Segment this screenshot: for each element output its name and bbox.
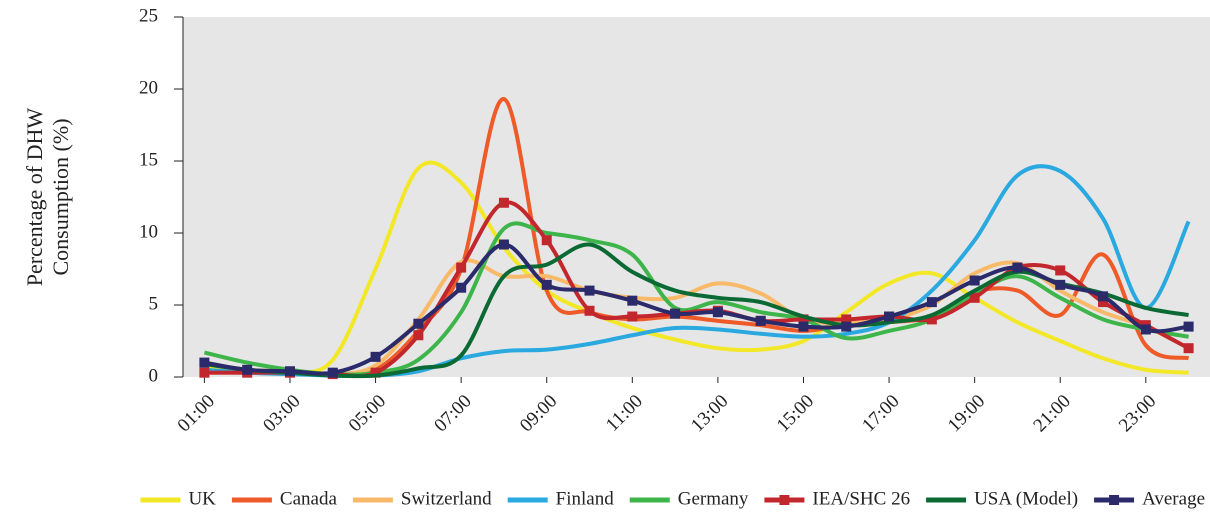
legend-label: Germany: [678, 488, 749, 509]
legend-label: IEA/SHC 26: [812, 488, 910, 509]
series-marker: [1012, 262, 1023, 273]
series-marker: [327, 367, 338, 378]
series-marker: [242, 364, 253, 375]
y-tick-label: 5: [149, 293, 159, 314]
x-tick-label: 23:00: [1115, 391, 1160, 436]
x-tick-label: 15:00: [773, 391, 818, 436]
legend-label: USA (Model): [974, 488, 1078, 509]
series-marker: [755, 315, 766, 326]
series-marker: [926, 297, 937, 308]
x-tick-label: 07:00: [430, 391, 475, 436]
y-tick-label: 20: [139, 77, 158, 98]
x-tick-label: 21:00: [1029, 391, 1074, 436]
series-marker: [712, 307, 723, 318]
x-tick-label: 19:00: [944, 391, 989, 436]
series-marker: [798, 314, 809, 325]
series-marker: [1098, 291, 1109, 302]
series-marker: [884, 311, 895, 322]
series-marker: [584, 285, 595, 296]
series-marker: [199, 357, 210, 368]
series-marker: [969, 292, 980, 303]
series-marker: [541, 235, 552, 246]
series-marker: [1140, 324, 1151, 335]
legend-label: UK: [188, 488, 216, 509]
series-marker: [370, 351, 381, 362]
series-marker: [456, 262, 467, 273]
y-tick-label: 0: [149, 365, 159, 386]
legend-label: Switzerland: [401, 488, 492, 509]
legend-marker: [1109, 495, 1120, 505]
series-marker: [456, 282, 467, 293]
series-marker: [413, 330, 424, 341]
x-tick-label: 05:00: [345, 391, 390, 436]
y-axis-title-line: Percentage of DHW: [22, 108, 47, 287]
series-marker: [1098, 297, 1109, 308]
series-marker: [798, 321, 809, 332]
x-tick-label: 13:00: [687, 391, 732, 436]
series-marker: [1055, 279, 1066, 290]
y-tick-label: 25: [139, 5, 158, 26]
series-marker: [841, 321, 852, 332]
series-marker: [627, 295, 638, 306]
series-marker: [370, 367, 381, 378]
series-line: [204, 160, 1189, 376]
series-marker: [199, 367, 210, 378]
series-marker: [1183, 321, 1194, 332]
series-marker: [670, 308, 681, 319]
plot-area: [183, 17, 1210, 377]
series-marker: [413, 318, 424, 329]
series-marker: [1183, 343, 1194, 354]
legend-label: Average: [1142, 488, 1205, 509]
series-marker: [926, 314, 937, 325]
series-marker: [627, 311, 638, 322]
series-marker: [284, 366, 295, 377]
legend-label: Canada: [280, 488, 338, 509]
series-marker: [498, 197, 509, 208]
x-tick-label: 03:00: [259, 391, 304, 436]
series-marker: [541, 279, 552, 290]
series-marker: [841, 314, 852, 325]
y-axis-title-line: Consumption (%): [48, 118, 73, 275]
series-marker: [969, 275, 980, 286]
x-tick-label: 11:00: [602, 391, 647, 436]
y-tick-label: 10: [139, 221, 158, 242]
y-tick-label: 15: [139, 149, 158, 170]
series-marker: [584, 305, 595, 316]
y-axis-title: Percentage of DHW Consumption (%): [22, 108, 73, 287]
legend-label: Finland: [556, 488, 615, 509]
series-marker: [498, 239, 509, 250]
x-tick-label: 01:00: [174, 391, 219, 436]
legend-marker: [779, 495, 790, 505]
series-marker: [1055, 265, 1066, 276]
x-tick-label: 09:00: [516, 391, 561, 436]
x-tick-label: 17:00: [858, 391, 903, 436]
legend: UK Canada Switzerland Finland Germany IEA/SHC…: [140, 488, 1205, 509]
